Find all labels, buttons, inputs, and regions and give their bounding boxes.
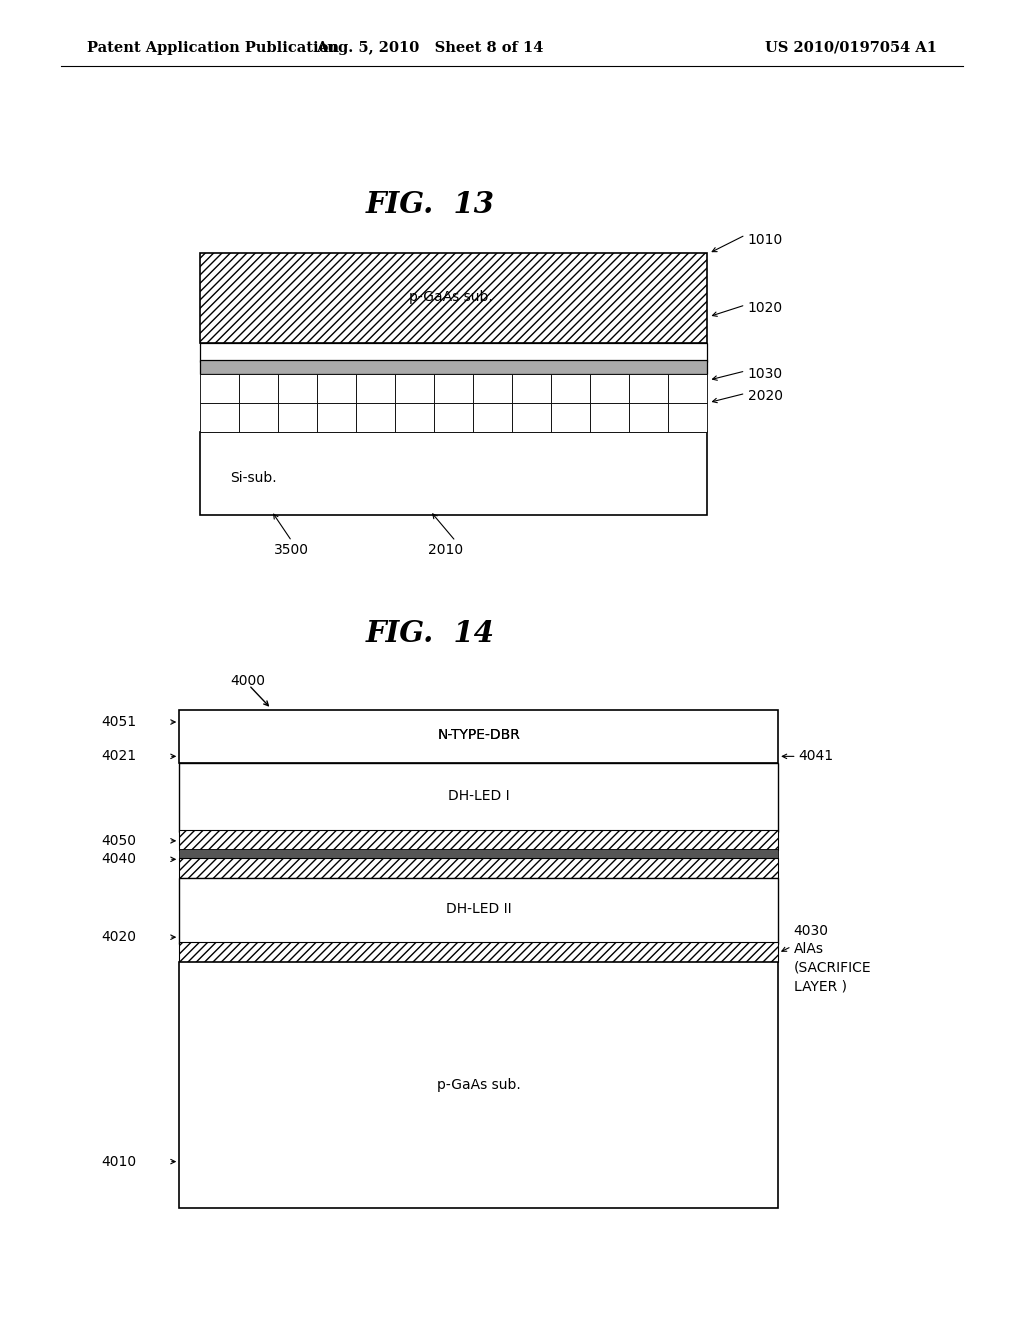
Text: DH-LED II: DH-LED II — [446, 903, 512, 916]
Text: 2020: 2020 — [748, 389, 782, 403]
Bar — [200, 343, 707, 362]
Text: N-TYPE-DBR: N-TYPE-DBR — [438, 729, 520, 742]
Bar — [179, 858, 778, 878]
Text: Aug. 5, 2010   Sheet 8 of 14: Aug. 5, 2010 Sheet 8 of 14 — [316, 41, 544, 54]
Bar — [473, 374, 512, 403]
Bar — [179, 878, 778, 944]
Bar — [200, 432, 707, 515]
Bar — [239, 403, 278, 432]
Bar — [590, 403, 629, 432]
Text: 4051: 4051 — [101, 715, 136, 729]
Text: DH-LED I: DH-LED I — [449, 789, 510, 803]
Text: FIG.  13: FIG. 13 — [366, 190, 495, 219]
Bar — [316, 374, 355, 403]
Bar — [473, 403, 512, 432]
Text: N-TYPE-DBR: N-TYPE-DBR — [438, 729, 520, 742]
Bar — [179, 942, 778, 962]
Text: FIG.  14: FIG. 14 — [366, 619, 495, 648]
Bar — [179, 962, 778, 1208]
Bar — [200, 374, 239, 403]
Text: LAYER ): LAYER ) — [794, 979, 847, 993]
Bar — [551, 374, 590, 403]
Text: p-GaAs sub.: p-GaAs sub. — [409, 290, 493, 304]
Text: 4050: 4050 — [101, 834, 136, 847]
Bar — [200, 360, 707, 374]
Bar — [433, 403, 473, 432]
Bar — [355, 403, 394, 432]
Bar — [433, 374, 473, 403]
Bar — [239, 374, 278, 403]
Bar — [179, 830, 778, 850]
Text: 1010: 1010 — [748, 234, 782, 247]
Text: AlAs: AlAs — [794, 942, 823, 956]
Bar — [278, 403, 316, 432]
Text: 1020: 1020 — [748, 301, 782, 314]
Text: 1030: 1030 — [748, 367, 782, 380]
Bar — [179, 763, 778, 832]
Bar — [394, 403, 433, 432]
Text: 2010: 2010 — [428, 544, 463, 557]
Bar — [394, 374, 433, 403]
Bar — [512, 403, 551, 432]
Bar — [200, 253, 707, 343]
Text: 4020: 4020 — [101, 931, 136, 944]
Text: (SACRIFICE: (SACRIFICE — [794, 961, 871, 974]
Text: Patent Application Publication: Patent Application Publication — [87, 41, 339, 54]
Text: 4010: 4010 — [101, 1155, 136, 1168]
Bar — [629, 403, 668, 432]
Bar — [316, 403, 355, 432]
Bar — [200, 403, 239, 432]
Bar — [629, 374, 668, 403]
Bar — [512, 374, 551, 403]
Text: 4021: 4021 — [101, 750, 136, 763]
Text: 4040: 4040 — [101, 853, 136, 866]
Text: 4041: 4041 — [799, 750, 834, 763]
Text: Si-sub.: Si-sub. — [230, 471, 278, 484]
Bar — [278, 374, 316, 403]
Bar — [179, 849, 778, 858]
Text: 4030: 4030 — [794, 924, 828, 937]
Bar — [179, 710, 778, 763]
Bar — [590, 374, 629, 403]
Text: US 2010/0197054 A1: US 2010/0197054 A1 — [765, 41, 937, 54]
Bar — [668, 403, 707, 432]
Text: 4000: 4000 — [230, 675, 265, 688]
Text: p-GaAs sub.: p-GaAs sub. — [437, 1078, 521, 1092]
Bar — [668, 374, 707, 403]
Bar — [355, 374, 394, 403]
Text: 3500: 3500 — [274, 544, 309, 557]
Bar — [551, 403, 590, 432]
